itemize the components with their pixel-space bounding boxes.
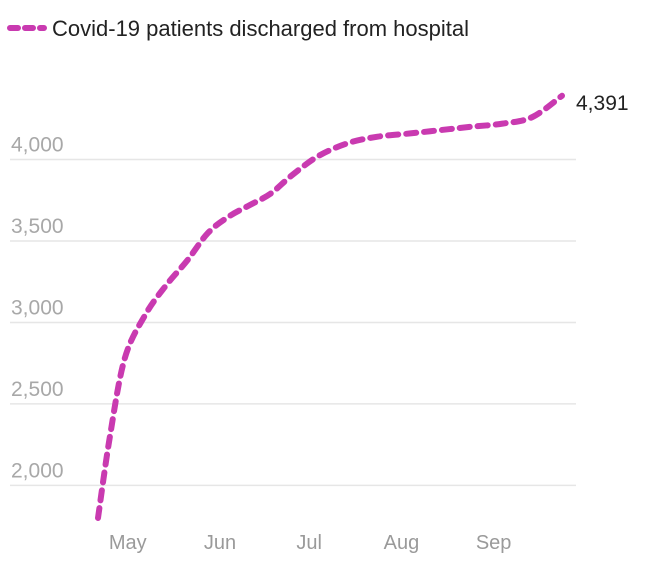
end-value-label: 4,391 — [576, 92, 629, 115]
x-axis-ticks: May Jun Jul Aug Sep — [109, 532, 512, 554]
y-tick-label: 2,500 — [11, 378, 64, 401]
gridlines — [10, 158, 576, 487]
legend: Covid-19 patients discharged from hospit… — [7, 16, 469, 41]
x-tick-label: Aug — [384, 532, 420, 554]
x-tick-label: Jun — [204, 532, 236, 554]
x-tick-label: Sep — [476, 532, 512, 554]
y-tick-label: 3,000 — [11, 296, 64, 319]
series-line — [95, 92, 565, 521]
y-tick-label: 4,000 — [11, 133, 64, 156]
legend-label: Covid-19 patients discharged from hospit… — [52, 16, 469, 41]
y-tick-label: 3,500 — [11, 215, 64, 238]
x-tick-label: Jul — [296, 532, 322, 554]
x-tick-label: May — [109, 532, 147, 554]
y-tick-label: 2,000 — [11, 459, 64, 482]
y-axis-ticks: 2,000 2,500 3,000 3,500 4,000 — [11, 133, 64, 482]
